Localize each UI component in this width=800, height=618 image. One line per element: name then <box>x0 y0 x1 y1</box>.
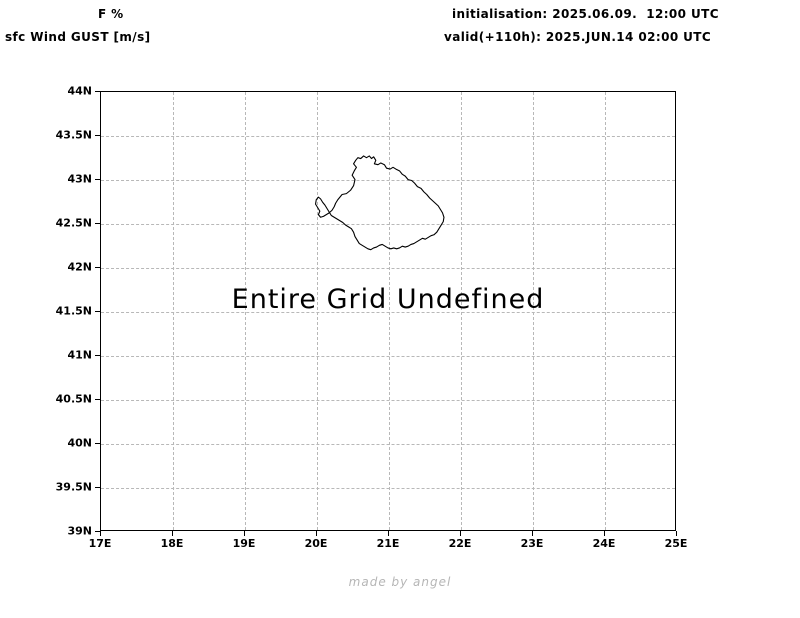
x-axis-tick <box>676 531 677 536</box>
gridline-horizontal <box>101 268 675 269</box>
y-axis-label: 41N <box>67 348 92 362</box>
y-axis-label: 41.5N <box>55 304 92 318</box>
y-axis-label: 39.5N <box>55 480 92 494</box>
x-axis-label: 18E <box>160 537 184 550</box>
x-axis-tick <box>172 531 173 536</box>
y-axis-label: 44N <box>67 84 92 98</box>
gridline-vertical <box>461 92 462 530</box>
header-valid-time: valid(+110h): 2025.JUN.14 02:00 UTC <box>444 30 712 44</box>
y-axis-label: 40N <box>67 436 92 450</box>
gridline-vertical <box>245 92 246 530</box>
gridline-vertical <box>317 92 318 530</box>
y-axis-tick <box>95 487 100 488</box>
gridline-horizontal <box>101 356 675 357</box>
y-axis-tick <box>95 179 100 180</box>
x-axis-tick <box>100 531 101 536</box>
gridline-horizontal <box>101 224 675 225</box>
entire-grid-undefined-message: Entire Grid Undefined <box>231 284 545 315</box>
x-axis-tick <box>316 531 317 536</box>
x-axis-label: 17E <box>88 537 112 550</box>
map-plot-area: Entire Grid Undefined <box>100 91 676 531</box>
map-overlay-layer <box>101 92 675 530</box>
y-axis-label: 42N <box>67 260 92 274</box>
x-axis-label: 24E <box>592 537 616 550</box>
country-border-kosovo-icon <box>314 155 445 251</box>
header-field-label: F % <box>98 7 124 21</box>
gridline-horizontal <box>101 488 675 489</box>
y-axis-tick <box>95 443 100 444</box>
x-axis-label: 22E <box>448 537 472 550</box>
y-axis-label: 43N <box>67 172 92 186</box>
y-axis-label: 42.5N <box>55 216 92 230</box>
gridline-vertical <box>389 92 390 530</box>
gridline-horizontal <box>101 444 675 445</box>
x-axis-label: 19E <box>232 537 256 550</box>
y-axis-label: 40.5N <box>55 392 92 406</box>
x-axis-label: 20E <box>304 537 328 550</box>
gridline-vertical <box>173 92 174 530</box>
x-axis-tick <box>532 531 533 536</box>
gridline-vertical <box>605 92 606 530</box>
y-axis-label: 39N <box>67 524 92 538</box>
x-axis-label: 25E <box>664 537 688 550</box>
gridline-horizontal <box>101 400 675 401</box>
gridline-horizontal <box>101 312 675 313</box>
y-axis-tick <box>95 531 100 532</box>
x-axis-tick <box>244 531 245 536</box>
gridline-horizontal <box>101 180 675 181</box>
y-axis-label: 43.5N <box>55 128 92 142</box>
y-axis-tick <box>95 135 100 136</box>
y-axis-tick <box>95 311 100 312</box>
watermark: made by angel <box>348 575 452 589</box>
y-axis-tick <box>95 91 100 92</box>
x-axis-label: 21E <box>376 537 400 550</box>
gridline-horizontal <box>101 136 675 137</box>
x-axis-tick <box>460 531 461 536</box>
gridlines-layer <box>101 92 675 530</box>
x-axis-tick <box>388 531 389 536</box>
header-initialisation-time: initialisation: 2025.06.09. 12:00 UTC <box>452 7 719 21</box>
header-parameter-label: sfc Wind GUST [m/s] <box>5 30 151 44</box>
x-axis-tick <box>604 531 605 536</box>
y-axis-tick <box>95 399 100 400</box>
y-axis-tick <box>95 223 100 224</box>
message-layer: Entire Grid Undefined <box>101 92 675 530</box>
gridline-vertical <box>533 92 534 530</box>
y-axis-tick <box>95 267 100 268</box>
y-axis-tick <box>95 355 100 356</box>
chart-header: F % sfc Wind GUST [m/s] initialisation: … <box>0 0 800 60</box>
x-axis-label: 23E <box>520 537 544 550</box>
